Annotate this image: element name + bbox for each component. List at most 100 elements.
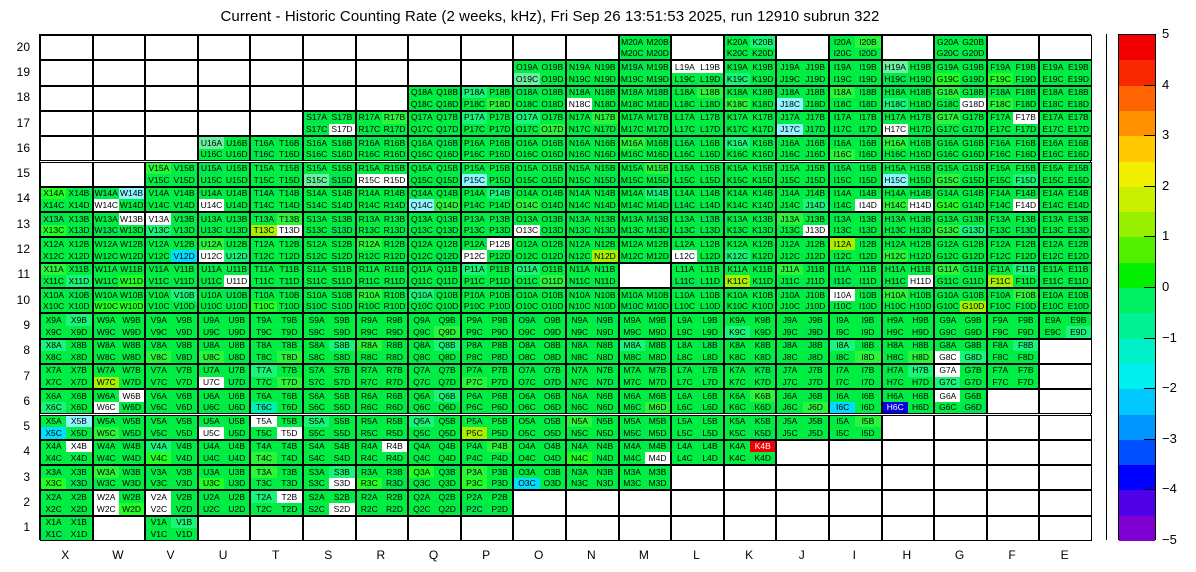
channel-L12C[interactable]: L12C xyxy=(672,250,698,262)
grid-cell-U15[interactable]: U15A U15B U15C U15D xyxy=(197,161,251,187)
channel-R14C[interactable]: R14C xyxy=(356,199,382,212)
channel-X3B[interactable]: X3B xyxy=(66,466,92,478)
channel-S6A[interactable]: S6A xyxy=(304,390,330,402)
channel-U10B[interactable]: U10B xyxy=(224,289,250,301)
channel-P14C[interactable]: P14C xyxy=(461,199,488,212)
channel-V2B[interactable]: V2B xyxy=(171,491,197,504)
grid-cell-F1[interactable] xyxy=(986,515,1040,541)
channel-N14A[interactable]: N14A xyxy=(567,187,593,200)
channel-T8A[interactable]: T8A xyxy=(251,339,277,352)
channel-G9B[interactable]: G9B xyxy=(960,314,986,326)
channel-E11D[interactable]: E11D xyxy=(1065,275,1091,287)
channel-V3C[interactable]: V3C xyxy=(146,477,172,490)
grid-cell-F16[interactable]: F16A F16B F16C F16D xyxy=(986,136,1040,162)
grid-cell-O10[interactable]: O10A O10B O10C O10D xyxy=(513,288,566,314)
grid-cell-E16[interactable]: E16A E16B E16C E16D xyxy=(1039,136,1092,162)
channel-X2D[interactable]: X2D xyxy=(66,503,92,515)
grid-cell-M2[interactable] xyxy=(618,490,672,516)
grid-cell-J17[interactable]: J17A J17B J17C J17D xyxy=(776,110,829,137)
channel-J19D[interactable]: J19D xyxy=(802,72,828,85)
channel-M17C[interactable]: M17C xyxy=(619,123,645,136)
grid-cell-L1[interactable] xyxy=(671,515,724,541)
channel-R15C[interactable]: R15C xyxy=(356,174,382,186)
channel-F12A[interactable]: F12A xyxy=(987,238,1014,251)
channel-S2A[interactable]: S2A xyxy=(304,491,330,504)
grid-cell-J7[interactable]: J7A J7B J7C J7D xyxy=(776,363,829,390)
channel-M14A[interactable]: M14A xyxy=(619,187,645,200)
grid-cell-V2[interactable]: V2A V2B V2C V2D xyxy=(145,490,198,516)
channel-L9D[interactable]: L9D xyxy=(697,325,723,338)
channel-H14B[interactable]: H14B xyxy=(907,187,934,200)
grid-cell-L2[interactable] xyxy=(671,490,724,516)
grid-cell-H19[interactable]: H19A H19B H19C H19D xyxy=(881,60,935,86)
grid-cell-J15[interactable]: J15A J15B J15C J15D xyxy=(776,161,829,187)
grid-cell-E18[interactable]: E18A E18B E18C E18D xyxy=(1039,85,1092,111)
channel-M6A[interactable]: M6A xyxy=(619,390,645,402)
channel-P4D[interactable]: P4D xyxy=(487,452,513,465)
grid-cell-R1[interactable] xyxy=(355,515,409,541)
channel-M10A[interactable]: M10A xyxy=(619,289,645,301)
grid-cell-U1[interactable] xyxy=(197,515,251,541)
channel-S16D[interactable]: S16D xyxy=(329,148,355,161)
channel-O6D[interactable]: O6D xyxy=(539,401,565,414)
channel-R12B[interactable]: R12B xyxy=(381,238,408,251)
channel-O9D[interactable]: O9D xyxy=(539,325,565,338)
channel-P17B[interactable]: P17B xyxy=(487,111,513,124)
channel-T3D[interactable]: T3D xyxy=(276,477,302,490)
channel-K10B[interactable]: K10B xyxy=(750,289,776,301)
channel-N5B[interactable]: N5B xyxy=(592,415,618,428)
grid-cell-H3[interactable] xyxy=(881,465,935,491)
channel-U14B[interactable]: U14B xyxy=(224,187,250,200)
grid-cell-G20[interactable]: G20A G20B G20C G20D xyxy=(934,35,987,61)
channel-K11A[interactable]: K11A xyxy=(724,263,751,276)
channel-Q3A[interactable]: Q3A xyxy=(409,466,435,478)
grid-cell-L17[interactable]: L17A L17B L17C L17D xyxy=(671,110,724,137)
channel-G13D[interactable]: G13D xyxy=(960,224,986,237)
channel-N5C[interactable]: N5C xyxy=(567,427,593,439)
channel-K14D[interactable]: K14D xyxy=(750,199,776,212)
grid-cell-R20[interactable] xyxy=(355,35,409,61)
channel-V4D[interactable]: V4D xyxy=(171,452,197,465)
channel-N9C[interactable]: N9C xyxy=(567,325,593,338)
channel-L14C[interactable]: L14C xyxy=(672,199,698,212)
channel-N16D[interactable]: N16D xyxy=(592,148,618,161)
channel-S3C[interactable]: S3C xyxy=(304,477,330,490)
channel-N18D[interactable]: N18D xyxy=(592,98,618,110)
channel-S12A[interactable]: S12A xyxy=(304,238,330,251)
channel-I13C[interactable]: I13C xyxy=(830,224,856,237)
grid-cell-O16[interactable]: O16A O16B O16C O16D xyxy=(513,136,566,162)
channel-X9C[interactable]: X9C xyxy=(41,325,67,338)
channel-O7A[interactable]: O7A xyxy=(514,364,540,377)
channel-S15B[interactable]: S15B xyxy=(329,162,355,175)
channel-V5C[interactable]: V5C xyxy=(146,427,172,439)
channel-V7C[interactable]: V7C xyxy=(146,376,172,389)
grid-cell-L11[interactable]: L11A L11B L11C L11D xyxy=(671,262,724,288)
channel-S17D[interactable]: S17D xyxy=(329,123,355,136)
channel-V9C[interactable]: V9C xyxy=(146,325,172,338)
channel-K18A[interactable]: K18A xyxy=(724,86,751,99)
channel-O12A[interactable]: O12A xyxy=(514,238,540,251)
channel-R17C[interactable]: R17C xyxy=(356,123,382,136)
channel-V15D[interactable]: V15D xyxy=(171,174,197,186)
channel-O12B[interactable]: O12B xyxy=(539,238,565,251)
grid-cell-R5[interactable]: R5A R5B R5C R5D xyxy=(355,414,409,440)
channel-S17B[interactable]: S17B xyxy=(329,111,355,124)
channel-T11D[interactable]: T11D xyxy=(276,275,302,287)
channel-H15C[interactable]: H15C xyxy=(882,174,908,186)
channel-G18B[interactable]: G18B xyxy=(960,86,986,99)
channel-Q8D[interactable]: Q8D xyxy=(434,351,460,363)
grid-cell-J6[interactable]: J6A J6B J6C J6D xyxy=(776,389,829,415)
channel-K14B[interactable]: K14B xyxy=(750,187,776,200)
channel-F18B[interactable]: F18B xyxy=(1013,86,1039,99)
grid-cell-Q8[interactable]: Q8A Q8B Q8C Q8D xyxy=(408,338,461,364)
grid-cell-V5[interactable]: V5A V5B V5C V5D xyxy=(145,414,198,440)
channel-G16A[interactable]: G16A xyxy=(935,137,961,149)
channel-E9A[interactable]: E9A xyxy=(1040,314,1066,326)
channel-P7D[interactable]: P7D xyxy=(487,376,513,389)
channel-X9D[interactable]: X9D xyxy=(66,325,92,338)
grid-cell-K11[interactable]: K11A K11B K11C K11D xyxy=(723,262,777,288)
channel-R3D[interactable]: R3D xyxy=(381,477,408,490)
channel-X11B[interactable]: X11B xyxy=(66,263,92,276)
channel-W10B[interactable]: W10B xyxy=(118,289,145,301)
channel-E9B[interactable]: E9B xyxy=(1065,314,1091,326)
